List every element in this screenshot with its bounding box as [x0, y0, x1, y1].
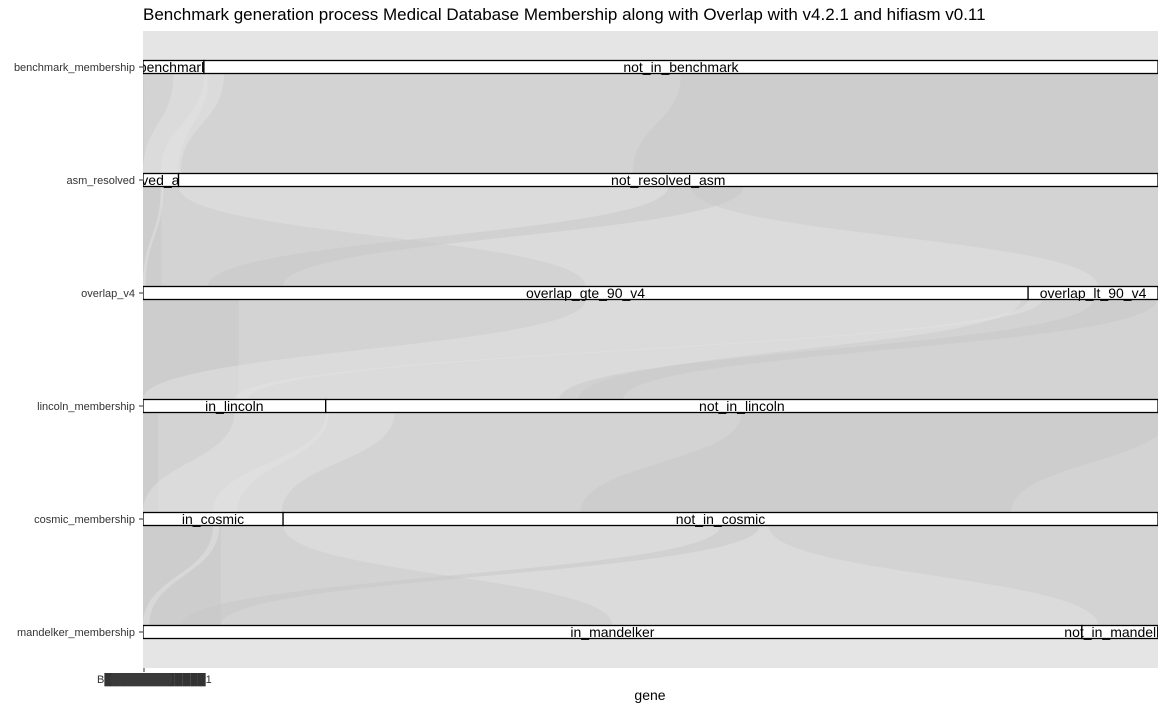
flow-ribbon [143, 73, 145, 174]
stratum-not_in_mandelker [1081, 624, 1158, 640]
stratum-label: in_lincoln [205, 398, 263, 414]
flow-ribbon [580, 412, 1158, 513]
flow-ribbon [143, 412, 329, 513]
x-axis-title: gene [634, 687, 665, 703]
stratum-label: not_in_mandelker [1064, 624, 1165, 640]
stratum-label: not_in_benchmark [623, 59, 739, 75]
chart-title: Benchmark generation process Medical Dat… [143, 5, 986, 24]
y-axis-labels: benchmark_membership asm_resolved overlap_… [14, 62, 143, 639]
flow-ribbon [213, 412, 395, 513]
flows [143, 73, 1158, 626]
stratum-label: not_in_cosmic [676, 511, 766, 527]
flow-ribbon [143, 525, 220, 626]
stratum-label: overlap_lt_90_v4 [1040, 285, 1147, 301]
stratum-label: not_in_lincoln [699, 398, 785, 414]
flow-ribbon [559, 299, 1157, 400]
stratum-not_in_lincoln [325, 398, 1158, 414]
axis-label-benchmark_membership: benchmark_membership [14, 62, 135, 74]
axis-label-cosmic_membership: cosmic_membership [34, 514, 135, 526]
flow-ribbon [178, 186, 1099, 287]
axis-label-overlap_v4: overlap_v4 [81, 288, 135, 300]
axis-label-lincoln_membership: lincoln_membership [37, 401, 135, 413]
flow-ribbon [181, 525, 760, 626]
flow-ribbon [143, 299, 1021, 400]
flow-ribbon [207, 186, 744, 287]
axis-label-asm_resolved: asm_resolved [67, 175, 135, 187]
flow-ribbon [283, 525, 1099, 626]
flow-ribbon [632, 73, 1158, 174]
stratum-not_in_cosmic [282, 511, 1158, 527]
stratum-label: in_mandelker [570, 624, 654, 640]
flow-ribbon [143, 186, 164, 287]
stratum-not_resolved_asm [177, 172, 1158, 188]
stratum-overlap_lt_90_v4 [1027, 285, 1158, 301]
flow-ribbon [234, 299, 1043, 400]
stratum-label: overlap_gte_90_v4 [526, 285, 645, 301]
flow-ribbon [143, 73, 209, 174]
stratum-not_in_benchmark [203, 59, 1158, 75]
stratum-label: benchmark [139, 59, 209, 75]
stratum-label: not_resolved_asm [611, 172, 725, 188]
flow-ribbon [160, 73, 224, 174]
axis-label-mandelker_membership: mandelker_membership [17, 627, 135, 639]
x-tick-redaction [110, 673, 172, 686]
stratum-label: in_cosmic [182, 511, 244, 527]
